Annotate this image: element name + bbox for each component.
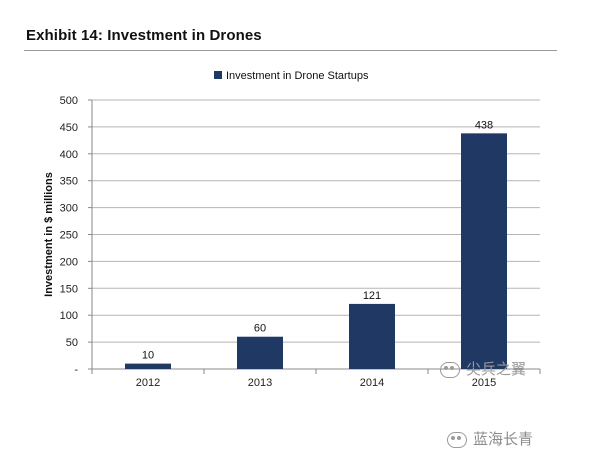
wechat-icon [447, 431, 467, 448]
y-tick-label: 50 [66, 337, 78, 349]
watermark-overlay: 尖兵之翼 [440, 358, 526, 379]
watermark-footer-text: 蓝海长青 [473, 430, 534, 448]
bar-2013 [237, 336, 283, 369]
legend-label: Investment in Drone Startups [226, 70, 369, 82]
data-label: 438 [475, 119, 493, 131]
x-tick-label: 2015 [472, 377, 496, 389]
bar-2014 [349, 303, 395, 369]
bars-layer [125, 133, 507, 369]
data-label: 10 [142, 350, 154, 362]
watermark-footer: 蓝海长青 [447, 428, 533, 449]
legend: Investment in Drone Startups [214, 70, 369, 82]
y-tick-label: 300 [60, 203, 78, 215]
wechat-icon [440, 361, 460, 378]
x-tick-label: 2014 [360, 377, 384, 389]
y-tick-label: 250 [60, 230, 78, 242]
y-tick-label: 350 [60, 176, 78, 188]
exhibit-title: Exhibit 14: Investment in Drones [26, 27, 262, 44]
bar-2012 [125, 363, 171, 369]
y-tick-label: 200 [60, 256, 78, 268]
data-label: 60 [254, 323, 266, 335]
y-tick-label: 400 [60, 149, 78, 161]
y-axis-title: Investment in $ millions [43, 172, 55, 297]
watermark-overlay-text: 尖兵之翼 [466, 360, 527, 378]
y-tick-label: - [74, 364, 78, 376]
y-tick-label: 450 [60, 122, 78, 134]
bar-2015 [461, 133, 507, 369]
data-label: 121 [363, 290, 381, 302]
y-tick-label: 150 [60, 283, 78, 295]
x-tick-label: 2013 [248, 377, 272, 389]
y-tick-label: 100 [60, 310, 78, 322]
legend-swatch [214, 71, 222, 79]
title-divider [24, 50, 557, 51]
x-tick-label: 2012 [136, 377, 160, 389]
y-tick-label: 500 [60, 95, 78, 107]
labels-layer: - 50 100 150 200 250 300 350 400 450 500 10 2012 60 20… [60, 95, 497, 389]
